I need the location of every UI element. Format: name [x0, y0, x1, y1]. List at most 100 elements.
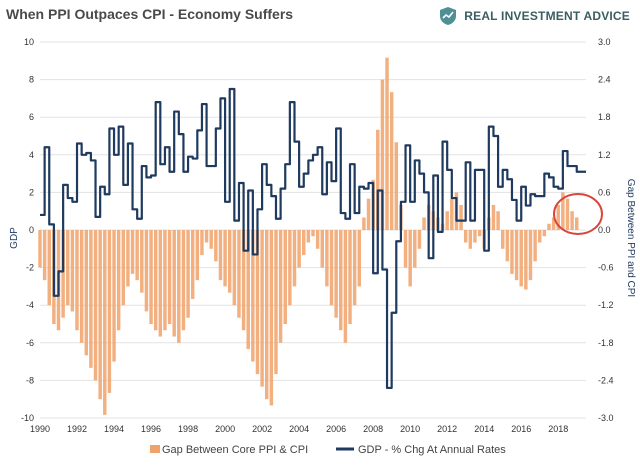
y-tick-right: 3.0	[598, 37, 611, 47]
gap-bar	[561, 192, 565, 230]
gap-bar	[362, 217, 366, 230]
legend-label-gdp: GDP - % Chg At Annual Rates	[358, 444, 506, 456]
y-tick-left: 6	[29, 112, 34, 122]
gap-bar	[565, 198, 570, 230]
gap-bar	[533, 230, 537, 262]
gap-bar	[505, 230, 510, 262]
x-tick: 2008	[363, 424, 383, 434]
gap-bar	[251, 230, 255, 362]
y-tick-left: 8	[29, 75, 34, 85]
y-tick-right: -0.6	[598, 263, 614, 273]
x-tick: 2018	[548, 424, 568, 434]
x-tick: 2000	[215, 424, 235, 434]
gap-bar	[334, 230, 338, 318]
gap-bar	[112, 230, 116, 362]
gap-bar	[473, 230, 477, 243]
gap-bar	[237, 230, 241, 318]
gap-bar	[75, 230, 79, 331]
gap-bar	[278, 230, 283, 343]
gap-bar	[352, 230, 357, 306]
gap-bar	[570, 211, 574, 230]
gap-bar	[121, 230, 126, 306]
gap-bar	[181, 230, 186, 331]
x-tick: 2004	[289, 424, 309, 434]
gdp-line-group	[40, 87, 586, 390]
y-tick-left: 0	[29, 225, 34, 235]
gap-bar	[297, 230, 301, 268]
gap-bar	[376, 129, 380, 230]
gap-bar	[98, 230, 102, 400]
gap-bar	[42, 230, 47, 281]
x-tick: 2002	[252, 424, 272, 434]
gap-bar	[575, 217, 579, 230]
gap-bar	[116, 230, 121, 331]
gap-bar	[528, 230, 533, 281]
y-tick-left: 2	[29, 187, 34, 197]
gap-bar	[329, 230, 334, 306]
gap-bar	[214, 230, 218, 262]
gap-bar	[556, 204, 560, 230]
gap-bar	[413, 230, 417, 268]
gap-bar	[408, 230, 412, 287]
gap-bar	[477, 230, 482, 237]
gap-bar	[510, 230, 514, 274]
legend-label-gap: Gap Between Core PPI & CPI	[162, 444, 308, 456]
gap-bar	[542, 230, 547, 237]
gap-bar	[218, 230, 223, 281]
x-axis: 1990 1992 1994 1996 1998 2000 2002 2004 2006 2008…	[30, 424, 568, 434]
gap-bar	[496, 211, 500, 230]
x-tick: 2012	[437, 424, 457, 434]
gap-bar	[459, 204, 463, 230]
y-tick-left: 4	[29, 150, 34, 160]
gap-bar	[491, 204, 496, 230]
gap-bar	[70, 230, 75, 312]
gap-bar	[61, 230, 65, 318]
gap-bar	[422, 217, 426, 230]
gap-bar	[551, 217, 556, 230]
gap-bar	[126, 230, 130, 287]
highlight-circle	[553, 193, 603, 235]
y-tick-right: 0.6	[598, 187, 611, 197]
shield-chart-icon	[440, 7, 457, 25]
gdp-line	[40, 87, 586, 390]
gap-bar	[135, 230, 139, 281]
x-tick: 1996	[141, 424, 161, 434]
right-y-axis: 3.0 2.4 1.8 1.2 0.6 0.0 -0.6 -1.2 -1.8 -2.4 -3.0	[598, 37, 614, 423]
y-tick-right: 0.0	[598, 225, 611, 235]
gap-bar	[107, 230, 112, 393]
x-tick: 1998	[178, 424, 198, 434]
x-tick: 2014	[474, 424, 494, 434]
gap-bar	[260, 230, 264, 387]
gap-bar	[163, 230, 167, 331]
gap-bar	[158, 230, 163, 337]
gap-bar	[149, 230, 153, 324]
gap-bar	[537, 230, 542, 243]
gap-bar	[269, 230, 274, 406]
gap-bar	[264, 230, 269, 400]
x-tick: 1992	[67, 424, 87, 434]
gap-bar	[500, 230, 505, 249]
legend: Gap Between Core PPI & CPI GDP - % Chg A…	[150, 444, 506, 456]
right-axis-label: Gap Between PPI and CPI	[625, 179, 636, 297]
gap-bar	[385, 57, 389, 230]
gap-bar	[343, 230, 348, 343]
chart-title: When PPI Outpaces CPI - Economy Suffers	[6, 6, 294, 22]
y-tick-right: -1.2	[598, 300, 614, 310]
y-tick-left: -6	[26, 338, 34, 348]
gap-bar	[339, 230, 343, 331]
gap-bar	[190, 230, 195, 299]
x-tick: 2006	[326, 424, 346, 434]
gap-bar	[274, 230, 278, 375]
gap-bar	[89, 230, 93, 368]
left-y-axis: 10 8 6 4 2 0 -2 -4 -6 -8 -10	[21, 37, 34, 423]
gap-bar	[547, 223, 551, 230]
gap-bar	[223, 230, 227, 287]
gap-bar	[144, 230, 149, 312]
gap-bar	[130, 230, 135, 274]
gap-bar	[514, 230, 519, 281]
gap-bar	[394, 142, 399, 230]
gap-bar	[320, 230, 324, 268]
gap-bar	[288, 230, 292, 306]
